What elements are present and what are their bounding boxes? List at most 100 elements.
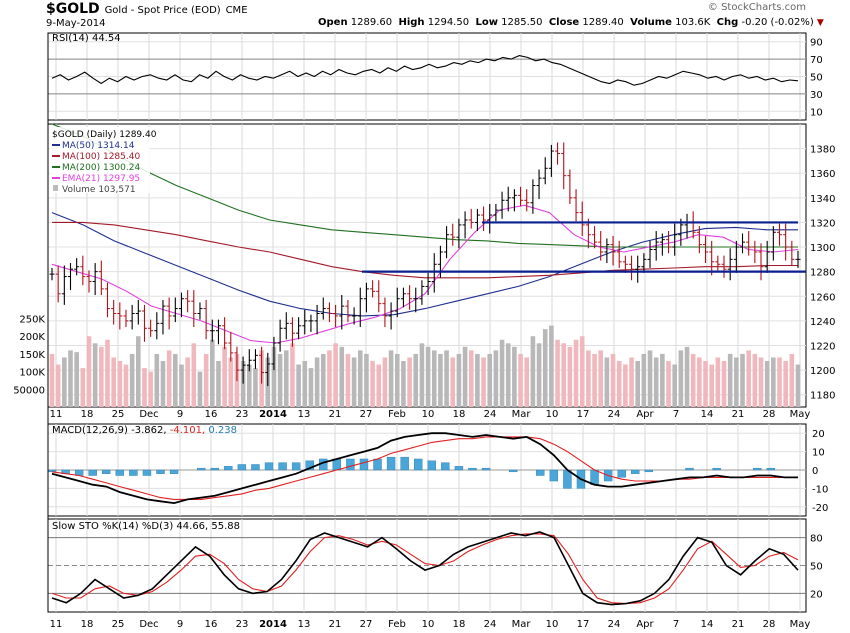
- volume-bar: [586, 350, 591, 407]
- volume-bar: [197, 371, 203, 407]
- volume-bar: [166, 350, 172, 407]
- macd-tick-label: -20: [812, 503, 828, 514]
- volume-bar: [653, 357, 659, 407]
- price-legend-entry: MA(100) 1285.40: [62, 152, 140, 162]
- volume-bar: [327, 350, 332, 407]
- chg-value: -0.20 (-0.02%): [741, 17, 814, 28]
- x-tick-label: 10: [422, 409, 435, 420]
- macd-histogram-bar: [346, 458, 355, 471]
- volume-bar: [690, 353, 696, 407]
- price-tick-label: 1220: [810, 341, 835, 352]
- macd-histogram-bar: [549, 469, 559, 482]
- volume-bar: [401, 361, 406, 407]
- volume-bar: [549, 325, 554, 407]
- x-tick-label: 27: [360, 409, 373, 420]
- volume-bar: [573, 339, 579, 407]
- volume-bar: [351, 357, 357, 407]
- macd-histogram-bar: [631, 469, 640, 474]
- x-tick-label: Feb: [388, 409, 406, 420]
- volume-bar: [641, 353, 647, 407]
- sto-d-line: [51, 533, 799, 605]
- symbol: $GOLD: [46, 1, 100, 17]
- x-tick-label: 9: [177, 409, 183, 420]
- x-tick-label: 28: [763, 409, 776, 420]
- volume-bar: [388, 350, 394, 407]
- volume-bar: [777, 357, 782, 407]
- volume-bar: [370, 361, 375, 407]
- volume-bar: [357, 350, 363, 407]
- macd-histogram-bar: [156, 469, 165, 474]
- x-tick-label: Mar: [512, 409, 532, 420]
- volume-bar: [444, 350, 449, 407]
- x-tick-label: 25: [112, 409, 125, 420]
- volume-bar: [160, 361, 166, 407]
- volume-bar: [136, 336, 141, 407]
- x-tick-label: 21: [732, 409, 745, 420]
- volume-bar: [579, 336, 585, 407]
- volume-bar: [203, 353, 209, 407]
- x-tick-label: 17: [577, 409, 590, 420]
- volume-bar: [672, 364, 677, 407]
- ma100-line: [52, 221, 798, 279]
- volume-bar: [86, 336, 92, 407]
- close-label: Close: [548, 17, 580, 28]
- macd-histogram-bar: [278, 462, 287, 471]
- volume-tick-label: 50000: [13, 385, 45, 396]
- volume-bar: [592, 353, 597, 407]
- volume-bar: [771, 357, 776, 407]
- x-tick-label: 18: [453, 409, 466, 420]
- x-tick-label: 27: [360, 619, 373, 630]
- rsi-tick-label: 50: [810, 73, 823, 84]
- down-triangle-icon: ▼: [816, 18, 824, 28]
- volume-bar: [666, 361, 671, 407]
- volume-bar: [598, 350, 604, 407]
- macd-line: [51, 432, 798, 505]
- volume-bar: [456, 353, 462, 407]
- price-legend-box: [50, 127, 150, 193]
- price-tick-label: 1200: [810, 366, 835, 377]
- x-tick-label: 2014: [259, 619, 287, 630]
- macd-histogram-bar: [88, 469, 97, 476]
- macd-tick-label: 20: [812, 429, 825, 440]
- rsi-tick-label: 10: [810, 107, 823, 118]
- macd-histogram-bar: [712, 467, 721, 471]
- volume-bar: [173, 353, 178, 407]
- volume-bar: [296, 364, 301, 407]
- rsi-series-line: [51, 55, 799, 86]
- macd-histogram-bar: [766, 467, 776, 471]
- volume-bar: [333, 343, 338, 407]
- volume-bar: [394, 353, 400, 407]
- macd-histogram-bar: [441, 462, 450, 471]
- macd-tick-label: 10: [812, 448, 825, 459]
- price-tick-label: 1260: [810, 292, 835, 303]
- volume-bar: [678, 350, 684, 407]
- quote-date: 9-May-2014: [46, 18, 106, 29]
- macd-histogram-bar: [373, 458, 382, 471]
- sto-tick-label: 20: [810, 589, 823, 600]
- x-tick-label: 23: [236, 619, 249, 630]
- chart-header: $GOLD Gold - Spot Price (EOD) CME 9-May-…: [0, 0, 850, 32]
- volume-bar: [376, 364, 382, 407]
- macd-histogram-bar: [142, 469, 152, 476]
- volume-bar: [191, 343, 197, 407]
- high-value: 1294.50: [427, 17, 470, 28]
- macd-histogram-bar: [264, 462, 274, 471]
- volume-bar: [450, 357, 456, 407]
- macd-legend: MACD(12,26,9) -3.862, -4.101, 0.238: [52, 425, 237, 436]
- sto-tick-label: 80: [810, 534, 823, 545]
- volume-bar: [283, 350, 289, 407]
- close-value: 1289.40: [582, 17, 624, 28]
- volume-bar: [216, 361, 221, 407]
- macd-histogram-bar: [210, 467, 219, 471]
- macd-histogram-bar: [115, 469, 125, 476]
- volume-bar: [734, 357, 739, 407]
- x-tick-label: 25: [112, 619, 125, 630]
- volume-bar: [481, 357, 486, 407]
- price-legend-entry: EMA(21) 1297.95: [62, 174, 140, 184]
- volume-bar: [105, 339, 110, 407]
- macd-histogram-bar: [468, 467, 477, 471]
- price-tick-label: 1180: [810, 391, 835, 402]
- stockcharts-logo: © StockCharts.com: [707, 2, 806, 13]
- volume-bar: [302, 361, 308, 407]
